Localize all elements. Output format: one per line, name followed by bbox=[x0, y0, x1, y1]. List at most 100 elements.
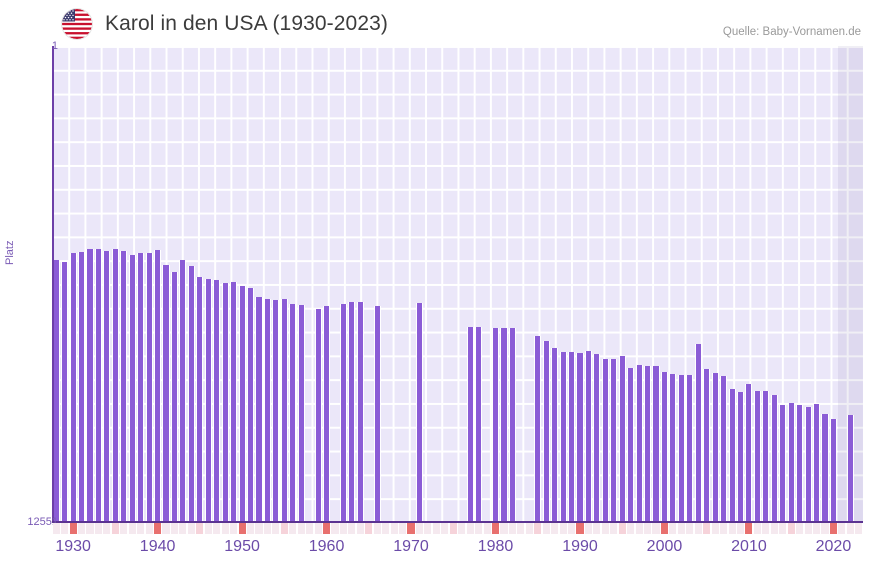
bar[interactable] bbox=[263, 299, 271, 522]
bar[interactable] bbox=[356, 301, 364, 522]
bar[interactable] bbox=[762, 391, 770, 522]
bar[interactable] bbox=[466, 326, 474, 522]
bar[interactable] bbox=[728, 388, 736, 522]
bar[interactable] bbox=[69, 253, 77, 522]
bar[interactable] bbox=[576, 352, 584, 522]
bar[interactable] bbox=[804, 407, 812, 522]
bar[interactable] bbox=[618, 356, 626, 522]
bar[interactable] bbox=[238, 285, 246, 522]
bar[interactable] bbox=[703, 368, 711, 522]
x-axis-tick bbox=[846, 523, 854, 534]
bar[interactable] bbox=[635, 365, 643, 522]
bar[interactable] bbox=[508, 328, 516, 522]
bar[interactable] bbox=[415, 303, 424, 522]
us-flag-icon bbox=[62, 9, 92, 39]
x-axis-tick bbox=[61, 523, 69, 534]
x-axis-tick bbox=[829, 523, 837, 534]
x-axis-tick-label: 1980 bbox=[477, 538, 514, 555]
bar[interactable] bbox=[551, 347, 559, 522]
bar[interactable] bbox=[475, 326, 483, 522]
x-axis-tick bbox=[686, 523, 694, 534]
x-axis-line bbox=[52, 521, 863, 523]
bar[interactable] bbox=[753, 390, 761, 522]
bar[interactable] bbox=[660, 372, 669, 522]
bar[interactable] bbox=[694, 344, 702, 522]
bars-layer bbox=[52, 46, 863, 522]
x-axis-tick bbox=[103, 523, 111, 534]
bar[interactable] bbox=[812, 404, 821, 522]
bar[interactable] bbox=[162, 264, 170, 522]
x-axis-tick bbox=[441, 523, 449, 534]
bar[interactable] bbox=[339, 304, 347, 522]
bar[interactable] bbox=[770, 394, 778, 522]
bar[interactable] bbox=[94, 248, 102, 522]
bar[interactable] bbox=[779, 404, 787, 522]
x-axis-tick bbox=[120, 523, 128, 534]
bar[interactable] bbox=[204, 279, 212, 522]
bar[interactable] bbox=[627, 367, 635, 522]
bar[interactable] bbox=[601, 358, 609, 522]
bar[interactable] bbox=[373, 306, 381, 522]
x-axis-tick bbox=[635, 523, 643, 534]
bar[interactable] bbox=[255, 297, 263, 522]
bar[interactable] bbox=[314, 309, 322, 522]
bar[interactable] bbox=[196, 276, 204, 522]
x-axis-tick bbox=[162, 523, 170, 534]
x-axis-tick bbox=[356, 523, 364, 534]
bar[interactable] bbox=[652, 365, 660, 522]
bar[interactable] bbox=[846, 414, 854, 522]
x-axis-tick bbox=[280, 523, 288, 534]
bar[interactable] bbox=[686, 374, 694, 522]
bar[interactable] bbox=[736, 391, 745, 522]
bar[interactable] bbox=[170, 271, 179, 522]
bar[interactable] bbox=[103, 251, 111, 522]
bar[interactable] bbox=[593, 354, 601, 522]
bar[interactable] bbox=[720, 376, 728, 522]
bar[interactable] bbox=[534, 335, 542, 522]
bar[interactable] bbox=[154, 250, 162, 522]
bar[interactable] bbox=[584, 350, 592, 522]
bar[interactable] bbox=[213, 279, 221, 522]
bar[interactable] bbox=[796, 405, 804, 522]
bar[interactable] bbox=[137, 253, 145, 522]
bar[interactable] bbox=[145, 253, 153, 522]
bar[interactable] bbox=[491, 328, 500, 522]
bar[interactable] bbox=[86, 249, 94, 522]
bar[interactable] bbox=[120, 250, 128, 522]
bar[interactable] bbox=[289, 303, 297, 522]
bar[interactable] bbox=[128, 254, 136, 522]
bar[interactable] bbox=[61, 261, 69, 522]
x-axis-tick bbox=[415, 523, 424, 534]
bar[interactable] bbox=[829, 419, 837, 522]
bar[interactable] bbox=[323, 306, 331, 522]
bar[interactable] bbox=[610, 358, 618, 522]
x-axis-tick bbox=[525, 523, 533, 534]
bar[interactable] bbox=[179, 260, 187, 522]
bar[interactable] bbox=[78, 252, 86, 522]
x-axis-tick bbox=[94, 523, 102, 534]
bar[interactable] bbox=[669, 373, 677, 522]
bar[interactable] bbox=[187, 266, 195, 522]
bar[interactable] bbox=[500, 328, 508, 522]
x-axis-tick bbox=[339, 523, 347, 534]
bar[interactable] bbox=[230, 281, 238, 522]
bar[interactable] bbox=[542, 341, 550, 522]
bar[interactable] bbox=[677, 375, 685, 522]
bar[interactable] bbox=[280, 299, 288, 522]
x-axis-tick bbox=[567, 523, 576, 534]
bar[interactable] bbox=[246, 287, 255, 522]
bar[interactable] bbox=[711, 373, 719, 522]
bar[interactable] bbox=[559, 352, 567, 522]
bar[interactable] bbox=[745, 383, 753, 522]
bar[interactable] bbox=[644, 366, 652, 522]
x-axis-tick bbox=[779, 523, 787, 534]
bar[interactable] bbox=[787, 403, 795, 522]
bar[interactable] bbox=[111, 249, 119, 522]
bar[interactable] bbox=[297, 305, 305, 522]
bar[interactable] bbox=[221, 283, 229, 522]
bar[interactable] bbox=[348, 301, 356, 522]
bar[interactable] bbox=[821, 413, 829, 522]
x-axis-tick bbox=[745, 523, 753, 534]
bar[interactable] bbox=[272, 300, 280, 522]
bar[interactable] bbox=[567, 351, 576, 522]
